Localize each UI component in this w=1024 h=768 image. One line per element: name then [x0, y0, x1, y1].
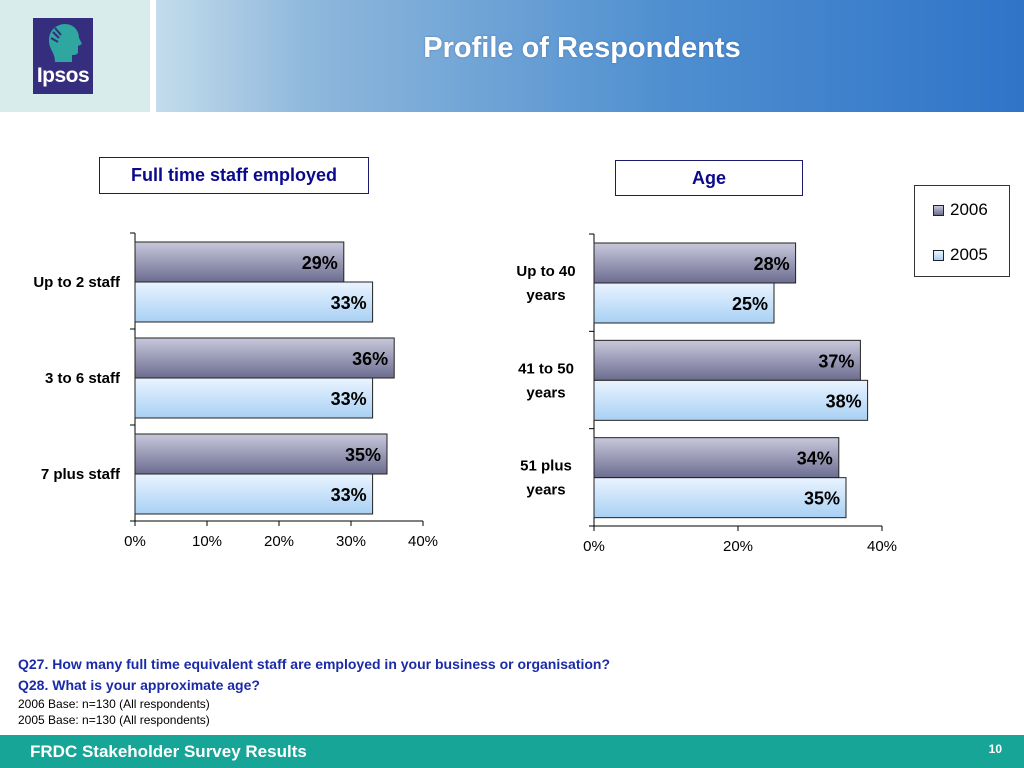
category-label: years	[526, 287, 565, 304]
page-title: Profile of Respondents	[423, 32, 741, 64]
x-tick-label: 30%	[336, 533, 366, 550]
x-tick-label: 0%	[583, 538, 605, 555]
age-chart: 0% 20% 40% 28% 25% Up to 40 years 37% 38% 41 to 5…	[516, 233, 897, 555]
x-tick-label: 20%	[264, 533, 294, 550]
header-banner	[0, 0, 1024, 112]
bar-2006-3	[593, 437, 840, 479]
base-2005: 2005 Base: n=130 (All respondents)	[18, 713, 210, 727]
footer-bar: FRDC Stakeholder Survey Results 10	[0, 735, 1024, 768]
bar-2005-1	[134, 281, 374, 323]
data-label: 29%	[302, 253, 338, 273]
data-label: 25%	[732, 294, 768, 314]
data-label: 37%	[818, 351, 854, 371]
data-label: 33%	[331, 485, 367, 505]
category-label: 7 plus staff	[41, 466, 121, 483]
chart-title-staff: Full time staff employed	[99, 157, 369, 194]
ipsos-logo: Ipsos	[33, 18, 93, 94]
category-label: Up to 2 staff	[33, 274, 121, 291]
data-label: 28%	[754, 254, 790, 274]
data-label: 35%	[345, 445, 381, 465]
logo-panel: Ipsos	[0, 0, 156, 112]
x-tick-label: 0%	[124, 533, 146, 550]
x-tick-label: 40%	[408, 533, 438, 550]
x-tick-label: 40%	[867, 538, 897, 555]
page-number: 10	[988, 742, 1002, 756]
question-q27: Q27. How many full time equivalent staff…	[18, 656, 611, 672]
legend: 2006 2005	[914, 185, 1010, 277]
bar-2006-2	[593, 339, 861, 381]
category-label: years	[526, 384, 565, 401]
bar-2006-2	[134, 337, 395, 379]
legend-item-2006: 2006	[933, 200, 988, 220]
question-q28: Q28. What is your approximate age?	[18, 677, 260, 693]
bar-2005-3	[593, 477, 847, 519]
footnotes: Q27. How many full time equivalent staff…	[18, 654, 610, 728]
footer-title: FRDC Stakeholder Survey Results	[30, 742, 307, 761]
bar-2005-2	[593, 379, 869, 421]
data-label: 38%	[826, 391, 862, 411]
category-label: 51 plus	[520, 458, 572, 475]
head-silhouette-icon	[49, 24, 82, 62]
legend-label-2005: 2005	[950, 245, 988, 264]
bar-2006-1	[593, 242, 797, 284]
bar-2006-3	[134, 433, 388, 475]
staff-chart: 0% 10% 20% 30% 40% 29% 33% Up to 2 staff 36% 33% 3…	[33, 232, 438, 550]
chart-title-age: Age	[615, 160, 803, 196]
data-label: 33%	[331, 293, 367, 313]
x-tick-label: 10%	[192, 533, 222, 550]
x-tick-label: 20%	[723, 538, 753, 555]
legend-label-2006: 2006	[950, 200, 988, 219]
bar-2005-1	[593, 282, 775, 324]
bar-2005-3	[134, 473, 374, 515]
data-label: 34%	[797, 449, 833, 469]
data-label: 35%	[804, 489, 840, 509]
category-label: Up to 40	[516, 263, 575, 280]
data-label: 36%	[352, 349, 388, 369]
bar-2005-2	[134, 377, 374, 419]
category-label: 3 to 6 staff	[45, 370, 121, 387]
category-label: 41 to 50	[518, 360, 574, 377]
legend-item-2005: 2005	[933, 245, 988, 265]
legend-swatch-2005	[933, 249, 944, 261]
data-label: 33%	[331, 389, 367, 409]
logo-text: Ipsos	[36, 64, 90, 87]
category-label: years	[526, 482, 565, 499]
legend-swatch-2006	[933, 204, 944, 216]
base-2006: 2006 Base: n=130 (All respondents)	[18, 697, 210, 711]
